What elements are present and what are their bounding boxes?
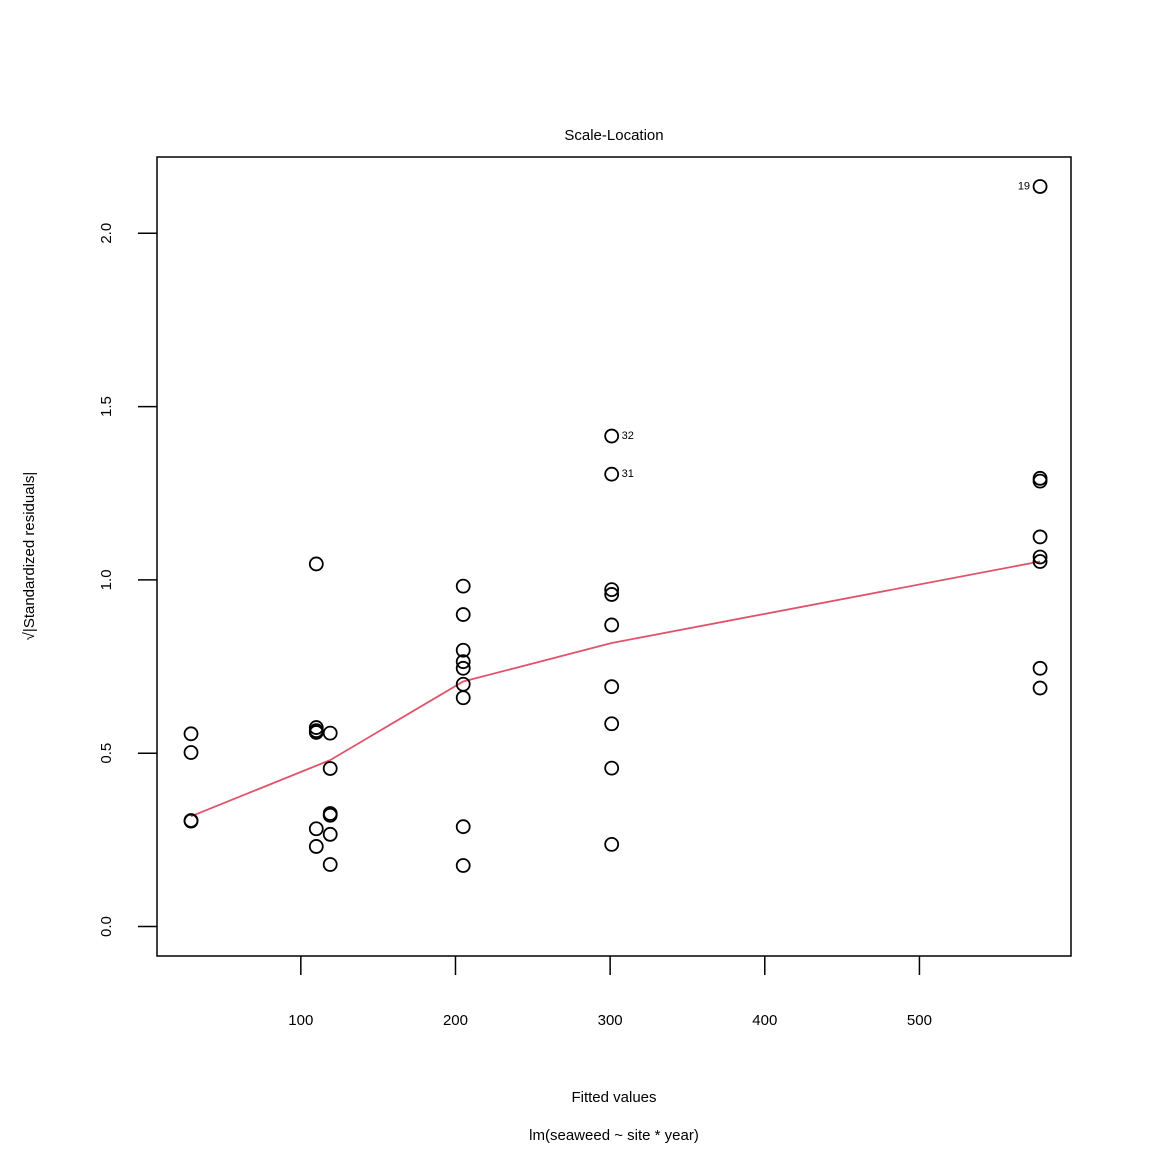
data-point xyxy=(455,660,471,676)
data-point xyxy=(604,716,620,732)
data-point xyxy=(183,726,199,742)
data-point xyxy=(604,466,620,482)
data-point xyxy=(322,857,338,872)
data-point xyxy=(1032,529,1048,545)
y-axis-label-sqrt: √ xyxy=(21,631,38,640)
data-point xyxy=(455,642,471,658)
data-point xyxy=(604,617,620,633)
data-point xyxy=(604,836,620,852)
svg-text:√|Standardized residuals|: √|Standardized residuals| xyxy=(21,472,38,641)
data-point xyxy=(1032,549,1048,565)
data-point xyxy=(1032,473,1048,489)
data-point xyxy=(1032,680,1048,696)
data-point xyxy=(455,819,471,835)
data-point xyxy=(1032,660,1048,676)
x-axis: 100 200 300 400 500 xyxy=(288,956,932,1029)
y-axis-label: √|Standardized residuals| xyxy=(21,472,38,641)
data-point xyxy=(1032,179,1048,194)
data-point xyxy=(455,607,471,622)
data-point xyxy=(322,725,338,741)
x-tick-label: 300 xyxy=(598,1012,623,1029)
data-point xyxy=(322,826,338,842)
data-point xyxy=(604,760,620,776)
data-point xyxy=(1032,554,1048,569)
y-tick-label: 1.0 xyxy=(98,569,115,590)
data-point xyxy=(604,428,620,444)
data-point xyxy=(455,690,471,706)
x-tick-label: 400 xyxy=(752,1012,777,1029)
y-axis-label-text: |Standardized residuals| xyxy=(21,472,38,632)
chart-title: Scale-Location xyxy=(564,127,663,144)
data-point xyxy=(308,839,324,854)
data-point xyxy=(604,582,620,598)
plot-frame xyxy=(156,156,1072,957)
point-label: 19 xyxy=(1018,180,1030,192)
chart-subtitle: lm(seaweed ~ site * year) xyxy=(529,1127,699,1144)
y-tick-label: 0.5 xyxy=(98,743,115,764)
data-point xyxy=(183,745,199,760)
data-point xyxy=(322,761,338,776)
data-point xyxy=(308,725,324,740)
y-axis: 0.0 0.5 1.0 1.5 2.0 xyxy=(98,223,157,937)
point-label: 32 xyxy=(622,430,634,442)
data-points: 32 31 19 xyxy=(183,179,1048,873)
data-point xyxy=(455,858,471,873)
point-label: 31 xyxy=(622,468,634,480)
data-point xyxy=(322,807,338,823)
data-point xyxy=(308,556,324,572)
x-tick-label: 200 xyxy=(443,1012,468,1029)
y-tick-label: 1.5 xyxy=(98,396,115,417)
x-tick-label: 100 xyxy=(288,1012,313,1029)
data-point xyxy=(604,587,620,602)
data-point xyxy=(455,654,471,670)
x-tick-label: 500 xyxy=(907,1012,932,1029)
y-tick-label: 2.0 xyxy=(98,223,115,244)
y-tick-label: 0.0 xyxy=(98,916,115,937)
data-point xyxy=(455,578,471,594)
x-axis-label: Fitted values xyxy=(571,1089,656,1106)
data-point xyxy=(308,821,324,837)
data-point xyxy=(183,813,199,829)
data-point xyxy=(604,679,620,695)
smooth-line xyxy=(190,560,1041,818)
